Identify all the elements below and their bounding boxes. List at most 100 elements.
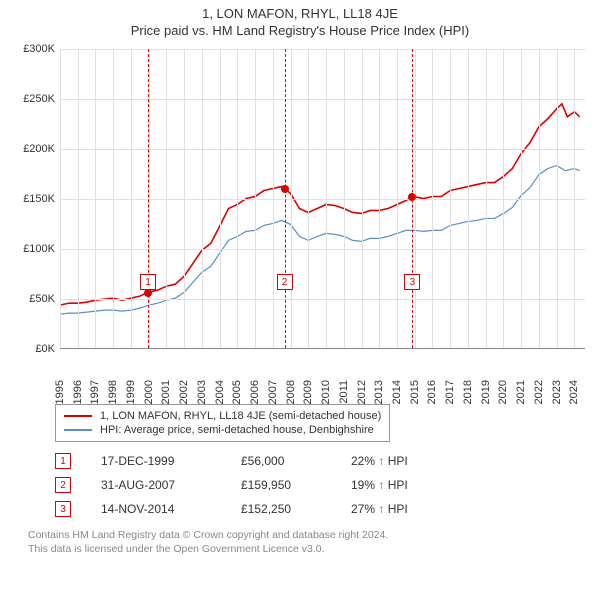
gridline-v bbox=[184, 49, 185, 348]
gridline-v bbox=[574, 49, 575, 348]
sale-row: 117-DEC-1999£56,00022% ↑ HPI bbox=[55, 450, 580, 472]
xtick-label: 2016 bbox=[426, 380, 438, 404]
sale-price: £159,950 bbox=[241, 478, 321, 492]
xtick-label: 2001 bbox=[160, 380, 172, 404]
legend-row: HPI: Average price, semi-detached house,… bbox=[64, 423, 381, 437]
gridline-v bbox=[468, 49, 469, 348]
ytick-label: £50K bbox=[10, 293, 55, 305]
xtick-label: 2022 bbox=[533, 380, 545, 404]
gridline-v bbox=[60, 49, 61, 348]
gridline-h bbox=[60, 49, 585, 50]
footer-attribution: Contains HM Land Registry data © Crown c… bbox=[28, 528, 580, 556]
arrow-up-icon: ↑ bbox=[378, 478, 384, 492]
sales-table: 117-DEC-1999£56,00022% ↑ HPI 2 31-AUG-2007… bbox=[0, 450, 600, 520]
sale-price: £152,250 bbox=[241, 502, 321, 516]
sale-marker-dot bbox=[281, 185, 289, 193]
gridline-v bbox=[326, 49, 327, 348]
gridline-v bbox=[237, 49, 238, 348]
legend-label: 1, LON MAFON, RHYL, LL18 4JE (semi-detac… bbox=[100, 410, 381, 422]
xtick-label: 1998 bbox=[107, 380, 119, 404]
gridline-v bbox=[220, 49, 221, 348]
sale-pct: 27% ↑ HPI bbox=[351, 502, 408, 516]
xtick-label: 2007 bbox=[267, 380, 279, 404]
gridline-v bbox=[273, 49, 274, 348]
gridline-v bbox=[166, 49, 167, 348]
footer-line-1: Contains HM Land Registry data © Crown c… bbox=[28, 528, 580, 542]
xtick-label: 2010 bbox=[320, 380, 332, 404]
gridline-h bbox=[60, 99, 585, 100]
gridline-v bbox=[539, 49, 540, 348]
gridline-v bbox=[503, 49, 504, 348]
legend-swatch bbox=[64, 415, 92, 417]
gridline-v bbox=[308, 49, 309, 348]
arrow-up-icon: ↑ bbox=[378, 502, 384, 516]
ytick-label: £250K bbox=[10, 93, 55, 105]
title-sub: Price paid vs. HM Land Registry's House … bbox=[0, 21, 600, 44]
gridline-v bbox=[95, 49, 96, 348]
sale-pct: 22% ↑ HPI bbox=[351, 454, 408, 468]
gridline-v bbox=[450, 49, 451, 348]
gridline-v bbox=[255, 49, 256, 348]
sale-row: 231-AUG-2007£159,95019% ↑ HPI bbox=[55, 474, 580, 496]
xtick-label: 2019 bbox=[480, 380, 492, 404]
arrow-up-icon: ↑ bbox=[378, 454, 384, 468]
gridline-v bbox=[397, 49, 398, 348]
xtick-label: 2018 bbox=[462, 380, 474, 404]
xtick-label: 2015 bbox=[409, 380, 421, 404]
gridline-h bbox=[60, 299, 585, 300]
sale-index-box: 2 bbox=[55, 477, 71, 493]
ytick-label: £150K bbox=[10, 193, 55, 205]
legend-label: HPI: Average price, semi-detached house,… bbox=[100, 424, 374, 436]
gridline-v bbox=[344, 49, 345, 348]
series-line bbox=[60, 104, 580, 305]
xtick-label: 2008 bbox=[285, 380, 297, 404]
sale-marker-dot bbox=[408, 193, 416, 201]
xtick-label: 2023 bbox=[551, 380, 563, 404]
gridline-v bbox=[202, 49, 203, 348]
gridline-v bbox=[521, 49, 522, 348]
xtick-label: 1999 bbox=[125, 380, 137, 404]
gridline-v bbox=[432, 49, 433, 348]
xtick-label: 2024 bbox=[568, 380, 580, 404]
xtick-label: 2011 bbox=[338, 380, 350, 404]
gridline-h bbox=[60, 149, 585, 150]
sale-index-box: 3 bbox=[55, 501, 71, 517]
plot-area: 1 2 3 bbox=[60, 49, 585, 349]
xtick-label: 1995 bbox=[54, 380, 66, 404]
price-chart: 123 £0K£50K£100K£150K£200K£250K£300K1995… bbox=[10, 44, 590, 394]
xtick-label: 2020 bbox=[497, 380, 509, 404]
xtick-label: 2021 bbox=[515, 380, 527, 404]
gridline-h bbox=[60, 249, 585, 250]
sale-marker-index: 2 bbox=[277, 274, 293, 290]
gridline-v bbox=[78, 49, 79, 348]
xtick-label: 2004 bbox=[214, 380, 226, 404]
series-line bbox=[60, 166, 580, 315]
xtick-label: 2009 bbox=[302, 380, 314, 404]
legend-swatch bbox=[64, 429, 92, 431]
sale-marker-index: 3 bbox=[404, 274, 420, 290]
title-main: 1, LON MAFON, RHYL, LL18 4JE bbox=[0, 0, 600, 21]
ytick-label: £100K bbox=[10, 243, 55, 255]
ytick-label: £200K bbox=[10, 143, 55, 155]
xtick-label: 2002 bbox=[178, 380, 190, 404]
sale-marker-index: 1 bbox=[140, 274, 156, 290]
xtick-label: 2014 bbox=[391, 380, 403, 404]
xtick-label: 2017 bbox=[444, 380, 456, 404]
gridline-v bbox=[291, 49, 292, 348]
xtick-label: 2003 bbox=[196, 380, 208, 404]
legend-row: 1, LON MAFON, RHYL, LL18 4JE (semi-detac… bbox=[64, 409, 381, 423]
footer-line-2: This data is licensed under the Open Gov… bbox=[28, 542, 580, 556]
xtick-label: 2000 bbox=[143, 380, 155, 404]
gridline-v bbox=[362, 49, 363, 348]
sale-marker-line bbox=[285, 49, 286, 348]
sale-date: 14-NOV-2014 bbox=[101, 502, 211, 516]
xtick-label: 2006 bbox=[249, 380, 261, 404]
xtick-label: 1997 bbox=[89, 380, 101, 404]
gridline-v bbox=[113, 49, 114, 348]
gridline-v bbox=[131, 49, 132, 348]
sale-index-box: 1 bbox=[55, 453, 71, 469]
sale-marker-line bbox=[148, 49, 149, 348]
sale-date: 31-AUG-2007 bbox=[101, 478, 211, 492]
gridline-v bbox=[557, 49, 558, 348]
xtick-label: 2005 bbox=[231, 380, 243, 404]
